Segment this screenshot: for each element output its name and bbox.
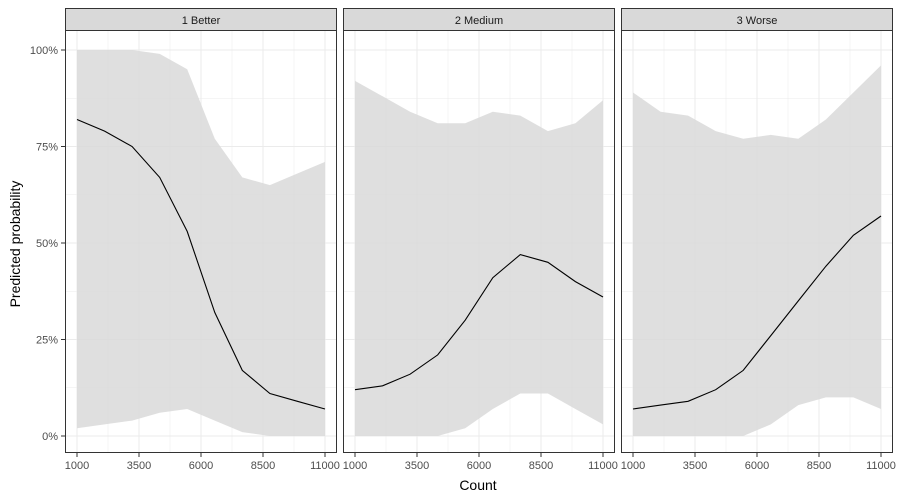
x-tick-label: 8500 xyxy=(251,460,275,472)
x-tick-label: 6000 xyxy=(467,460,491,472)
x-tick-label: 1000 xyxy=(343,460,367,472)
facet-strip xyxy=(343,8,615,31)
x-tick-label: 6000 xyxy=(189,460,213,472)
fitted-line xyxy=(354,253,604,391)
x-tick-label: 8500 xyxy=(529,460,553,472)
facet-panel: 2 Medium 1000 3500 6000 8500 11000 xyxy=(343,8,618,472)
facet-strip-label: 2 Medium xyxy=(455,15,503,27)
x-tick-label: 8500 xyxy=(807,460,831,472)
facet-strip xyxy=(621,8,893,31)
fitted-line xyxy=(632,215,882,410)
y-tick-label: 50% xyxy=(36,238,58,250)
x-tick-label: 11000 xyxy=(310,460,340,472)
y-tick-label: 75% xyxy=(36,142,58,154)
x-tick-label: 3500 xyxy=(683,460,707,472)
x-tick-label: 6000 xyxy=(745,460,769,472)
confidence-ribbon xyxy=(77,50,325,436)
facet-strip xyxy=(65,8,337,31)
x-axis-title: Count xyxy=(459,477,496,493)
fitted-line xyxy=(76,118,326,410)
y-tick-label: 100% xyxy=(30,45,58,57)
facet-panel: 3 Worse 1000 3500 6000 8500 11000 xyxy=(621,8,896,472)
confidence-ribbon xyxy=(633,65,881,437)
confidence-ribbon xyxy=(355,80,603,437)
x-tick-label: 3500 xyxy=(405,460,429,472)
y-axis-title: Predicted probability xyxy=(7,181,23,308)
x-tick-label: 1000 xyxy=(621,460,645,472)
facet-strip-label: 1 Better xyxy=(182,15,221,27)
y-tick-label: 25% xyxy=(36,335,58,347)
facet-panel: 1 Better 1000 3500 6000 8500 11000 xyxy=(65,8,340,472)
y-tick-label: 0% xyxy=(42,431,58,443)
x-tick-label: 3500 xyxy=(127,460,151,472)
x-tick-label: 1000 xyxy=(65,460,89,472)
facet-panels: 1 Better 1000 3500 6000 8500 11000 2 Medium 100… xyxy=(65,8,896,472)
x-tick-label: 11000 xyxy=(866,460,896,472)
x-tick-label: 11000 xyxy=(588,460,618,472)
y-axis: 0% 25% 50% 75% 100% xyxy=(30,45,65,443)
facet-strip-label: 3 Worse xyxy=(737,15,778,27)
